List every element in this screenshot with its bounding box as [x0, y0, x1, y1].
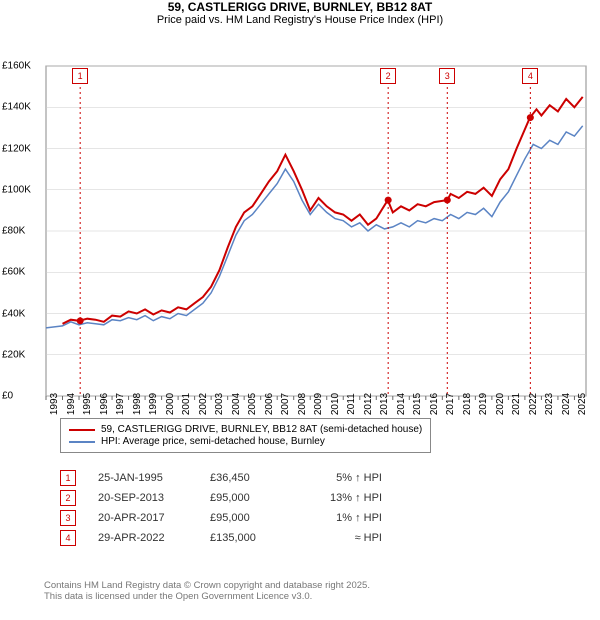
x-tick-label: 1995 [82, 393, 93, 415]
transaction-marker: 1 [60, 470, 76, 486]
transaction-marker: 3 [60, 510, 76, 526]
x-tick-label: 2022 [528, 393, 539, 415]
x-tick-label: 1997 [115, 393, 126, 415]
transaction-date: 20-APR-2017 [98, 512, 188, 524]
legend-label: HPI: Average price, semi-detached house,… [101, 436, 325, 447]
transaction-marker: 4 [60, 530, 76, 546]
event-marker-1: 1 [72, 68, 88, 84]
chart-svg [0, 26, 590, 400]
transaction-date: 29-APR-2022 [98, 532, 188, 544]
x-tick-label: 2011 [346, 393, 357, 415]
transaction-diff: 1% ↑ HPI [302, 512, 382, 524]
x-tick-label: 2002 [198, 393, 209, 415]
legend-label: 59, CASTLERIGG DRIVE, BURNLEY, BB12 8AT … [101, 424, 422, 435]
x-tick-label: 2014 [396, 393, 407, 415]
footer-attribution: Contains HM Land Registry data © Crown c… [44, 580, 370, 602]
y-tick-label: £40K [2, 308, 42, 319]
transaction-price: £135,000 [210, 532, 280, 544]
x-tick-label: 2006 [264, 393, 275, 415]
x-tick-label: 2021 [511, 393, 522, 415]
transaction-marker: 2 [60, 490, 76, 506]
y-tick-label: £60K [2, 267, 42, 278]
event-marker-2: 2 [380, 68, 396, 84]
chart-title-2: Price paid vs. HM Land Registry's House … [0, 14, 600, 26]
y-tick-label: £0 [2, 391, 42, 402]
chart-title-1: 59, CASTLERIGG DRIVE, BURNLEY, BB12 8AT [0, 0, 600, 14]
footer-line-2: This data is licensed under the Open Gov… [44, 591, 370, 602]
y-tick-label: £100K [2, 184, 42, 195]
y-tick-label: £160K [2, 61, 42, 72]
legend-item: 59, CASTLERIGG DRIVE, BURNLEY, BB12 8AT … [69, 424, 422, 435]
legend: 59, CASTLERIGG DRIVE, BURNLEY, BB12 8AT … [60, 418, 431, 453]
transaction-price: £95,000 [210, 512, 280, 524]
y-tick-label: £80K [2, 226, 42, 237]
x-tick-label: 2016 [429, 393, 440, 415]
x-tick-label: 1993 [49, 393, 60, 415]
x-tick-label: 2013 [379, 393, 390, 415]
legend-swatch [69, 429, 95, 431]
x-tick-label: 2003 [214, 393, 225, 415]
transaction-price: £95,000 [210, 492, 280, 504]
y-tick-label: £120K [2, 143, 42, 154]
x-tick-label: 2024 [561, 393, 572, 415]
transaction-date: 25-JAN-1995 [98, 472, 188, 484]
y-tick-label: £20K [2, 349, 42, 360]
event-marker-4: 4 [522, 68, 538, 84]
x-tick-label: 2025 [577, 393, 588, 415]
x-tick-label: 2005 [247, 393, 258, 415]
x-tick-label: 2007 [280, 393, 291, 415]
transaction-row: 3 20-APR-2017 £95,000 1% ↑ HPI [60, 510, 382, 526]
transaction-row: 1 25-JAN-1995 £36,450 5% ↑ HPI [60, 470, 382, 486]
x-tick-label: 2015 [412, 393, 423, 415]
legend-item: HPI: Average price, semi-detached house,… [69, 436, 422, 447]
transaction-diff: ≈ HPI [302, 532, 382, 544]
x-tick-label: 2009 [313, 393, 324, 415]
transaction-diff: 5% ↑ HPI [302, 472, 382, 484]
x-tick-label: 2004 [231, 393, 242, 415]
x-tick-label: 2017 [445, 393, 456, 415]
transaction-row: 2 20-SEP-2013 £95,000 13% ↑ HPI [60, 490, 382, 506]
transaction-date: 20-SEP-2013 [98, 492, 188, 504]
x-tick-label: 2010 [330, 393, 341, 415]
legend-swatch [69, 441, 95, 443]
footer-line-1: Contains HM Land Registry data © Crown c… [44, 580, 370, 591]
y-tick-label: £140K [2, 102, 42, 113]
x-tick-label: 1998 [132, 393, 143, 415]
x-tick-label: 2000 [165, 393, 176, 415]
transaction-diff: 13% ↑ HPI [302, 492, 382, 504]
x-tick-label: 2023 [544, 393, 555, 415]
x-tick-label: 1996 [99, 393, 110, 415]
transaction-row: 4 29-APR-2022 £135,000 ≈ HPI [60, 530, 382, 546]
x-tick-label: 2008 [297, 393, 308, 415]
x-tick-label: 2012 [363, 393, 374, 415]
transaction-price: £36,450 [210, 472, 280, 484]
x-tick-label: 2001 [181, 393, 192, 415]
event-marker-3: 3 [439, 68, 455, 84]
x-tick-label: 1994 [66, 393, 77, 415]
x-tick-label: 2018 [462, 393, 473, 415]
x-tick-label: 2020 [495, 393, 506, 415]
x-tick-label: 2019 [478, 393, 489, 415]
x-tick-label: 1999 [148, 393, 159, 415]
transactions-table: 1 25-JAN-1995 £36,450 5% ↑ HPI 2 20-SEP-2013 £… [60, 466, 382, 550]
